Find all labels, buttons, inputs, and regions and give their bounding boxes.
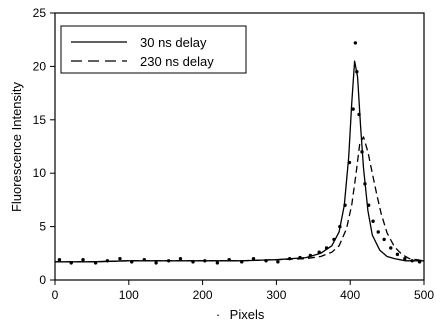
x-tick-label: 0 [52, 288, 59, 302]
legend-box [60, 25, 247, 74]
x-tick-label: 200 [193, 288, 213, 302]
scatter-point [403, 256, 407, 261]
scatter-point [178, 256, 183, 261]
scatter-point [382, 237, 386, 242]
scatter-point [376, 230, 380, 234]
scatter-point [389, 246, 393, 250]
scatter-point [154, 261, 158, 265]
scatter-point [395, 252, 400, 257]
y-tick-label: 5 [39, 220, 46, 234]
x-axis-caption-mark: · [216, 307, 220, 322]
scatter-point [276, 260, 280, 264]
legend: 30 ns delay 230 ns delay [60, 25, 247, 74]
plot-area [54, 12, 425, 281]
legend-label-30ns: 30 ns delay [140, 35, 207, 50]
x-tick-label: 300 [266, 288, 286, 302]
scatter-point [351, 107, 355, 111]
scatter-point [251, 256, 256, 261]
scatter-points [57, 41, 422, 265]
x-tick-label: 500 [414, 288, 434, 302]
scatter-point [81, 258, 85, 262]
x-tick-label: 400 [340, 288, 360, 302]
series-lines [55, 60, 425, 263]
scatter-point [353, 41, 358, 45]
scatter-point [57, 258, 62, 262]
y-tick-label: 15 [33, 113, 47, 127]
y-axis-title: Fluorescence Intensity [9, 81, 24, 212]
series-line-30ns [55, 60, 424, 263]
legend-label-230ns: 230 ns delay [140, 54, 214, 69]
scatter-point [371, 219, 375, 223]
y-tick-label: 10 [33, 166, 47, 180]
y-tick-label: 20 [33, 59, 47, 73]
scatter-point [118, 256, 122, 261]
x-tick-label: 100 [119, 288, 139, 302]
x-axis: 0 100 200 300 400 500 [52, 280, 434, 302]
y-tick-label: 0 [39, 273, 46, 287]
y-axis: 0 5 10 15 20 25 [33, 6, 55, 287]
y-tick-label: 25 [33, 6, 47, 20]
scatter-point [215, 261, 220, 265]
x-axis-title: Pixels [230, 307, 265, 322]
series-line-230ns [55, 136, 425, 263]
